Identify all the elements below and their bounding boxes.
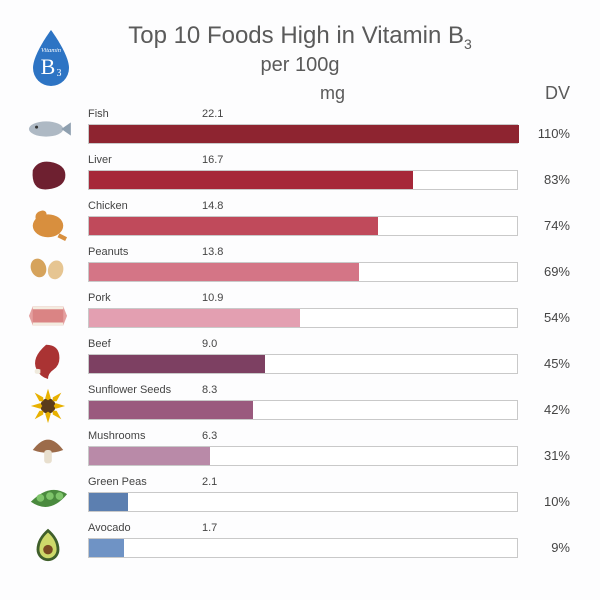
food-label: Mushrooms <box>88 430 145 442</box>
bar-track <box>88 308 518 328</box>
food-label: Sunflower Seeds <box>88 384 171 396</box>
dv-value: 31% <box>526 448 570 463</box>
vitamin-drop-logo: Vitamin B 3 <box>28 28 74 88</box>
chicken-icon <box>22 200 74 242</box>
bar-fill <box>89 539 124 557</box>
logo-label-main: B <box>41 54 56 79</box>
dv-value: 74% <box>526 218 570 233</box>
food-label: Chicken <box>88 200 128 212</box>
bar-row: Beef 9.0 45% <box>22 338 574 384</box>
dv-value: 9% <box>526 540 570 555</box>
sunflower-icon <box>22 384 74 426</box>
dv-value: 83% <box>526 172 570 187</box>
bar-track <box>88 400 518 420</box>
avocado-icon <box>22 522 74 564</box>
bar-fill <box>89 447 210 465</box>
pork-icon <box>22 292 74 334</box>
bar-row: Liver 16.7 83% <box>22 154 574 200</box>
mg-value: 10.9 <box>202 292 223 304</box>
bar-track <box>88 262 518 282</box>
mushroom-icon <box>22 430 74 472</box>
header-dv: DV <box>545 83 570 104</box>
food-label: Peanuts <box>88 246 128 258</box>
food-label: Beef <box>88 338 111 350</box>
bar-row: Sunflower Seeds 8.3 42% <box>22 384 574 430</box>
bar-track <box>88 446 518 466</box>
logo-label-sub: 3 <box>57 68 62 79</box>
title-line2: per 100g <box>0 54 600 77</box>
mg-value: 2.1 <box>202 476 217 488</box>
food-label: Pork <box>88 292 111 304</box>
peanuts-icon <box>22 246 74 288</box>
header-mg: mg <box>320 83 345 104</box>
mg-value: 22.1 <box>202 108 223 120</box>
bar-fill <box>89 401 253 419</box>
peas-icon <box>22 476 74 518</box>
title-line1: Top 10 Foods High in Vitamin B <box>128 22 464 49</box>
logo-label-top: Vitamin <box>41 47 61 54</box>
mg-value: 1.7 <box>202 522 217 534</box>
bar-track <box>88 492 518 512</box>
mg-value: 8.3 <box>202 384 217 396</box>
bar-row: Fish 22.1 110% <box>22 108 574 154</box>
mg-value: 9.0 <box>202 338 217 350</box>
bar-row: Peanuts 13.8 69% <box>22 246 574 292</box>
bar-row: Chicken 14.8 74% <box>22 200 574 246</box>
dv-value: 42% <box>526 402 570 417</box>
title-sub3: 3 <box>464 36 472 52</box>
bar-fill <box>89 171 413 189</box>
mg-value: 13.8 <box>202 246 223 258</box>
bar-fill <box>89 493 128 511</box>
mg-value: 16.7 <box>202 154 223 166</box>
bar-fill <box>89 125 519 143</box>
beef-icon <box>22 338 74 380</box>
dv-value: 110% <box>526 126 570 141</box>
food-label: Green Peas <box>88 476 147 488</box>
bar-row: Green Peas 2.1 10% <box>22 476 574 522</box>
food-label: Fish <box>88 108 109 120</box>
bar-track <box>88 170 518 190</box>
food-label: Avocado <box>88 522 131 534</box>
bar-row: Mushrooms 6.3 31% <box>22 430 574 476</box>
bar-track <box>88 216 518 236</box>
mg-value: 6.3 <box>202 430 217 442</box>
fish-icon <box>22 108 74 150</box>
bar-row: Pork 10.9 54% <box>22 292 574 338</box>
dv-value: 54% <box>526 310 570 325</box>
bar-row: Avocado 1.7 9% <box>22 522 574 568</box>
mg-value: 14.8 <box>202 200 223 212</box>
liver-icon <box>22 154 74 196</box>
bar-track <box>88 354 518 374</box>
bar-fill <box>89 263 359 281</box>
title-block: Top 10 Foods High in Vitamin B3 per 100g <box>0 0 600 77</box>
food-label: Liver <box>88 154 112 166</box>
dv-value: 45% <box>526 356 570 371</box>
bar-chart: Fish 22.1 110% Liver 16.7 83% Chicken 14.8 74% Pe… <box>22 108 574 568</box>
bar-fill <box>89 309 300 327</box>
bar-track <box>88 538 518 558</box>
dv-value: 10% <box>526 494 570 509</box>
bar-fill <box>89 355 265 373</box>
dv-value: 69% <box>526 264 570 279</box>
bar-fill <box>89 217 378 235</box>
column-headers: mg DV <box>0 83 600 105</box>
bar-track <box>88 124 518 144</box>
